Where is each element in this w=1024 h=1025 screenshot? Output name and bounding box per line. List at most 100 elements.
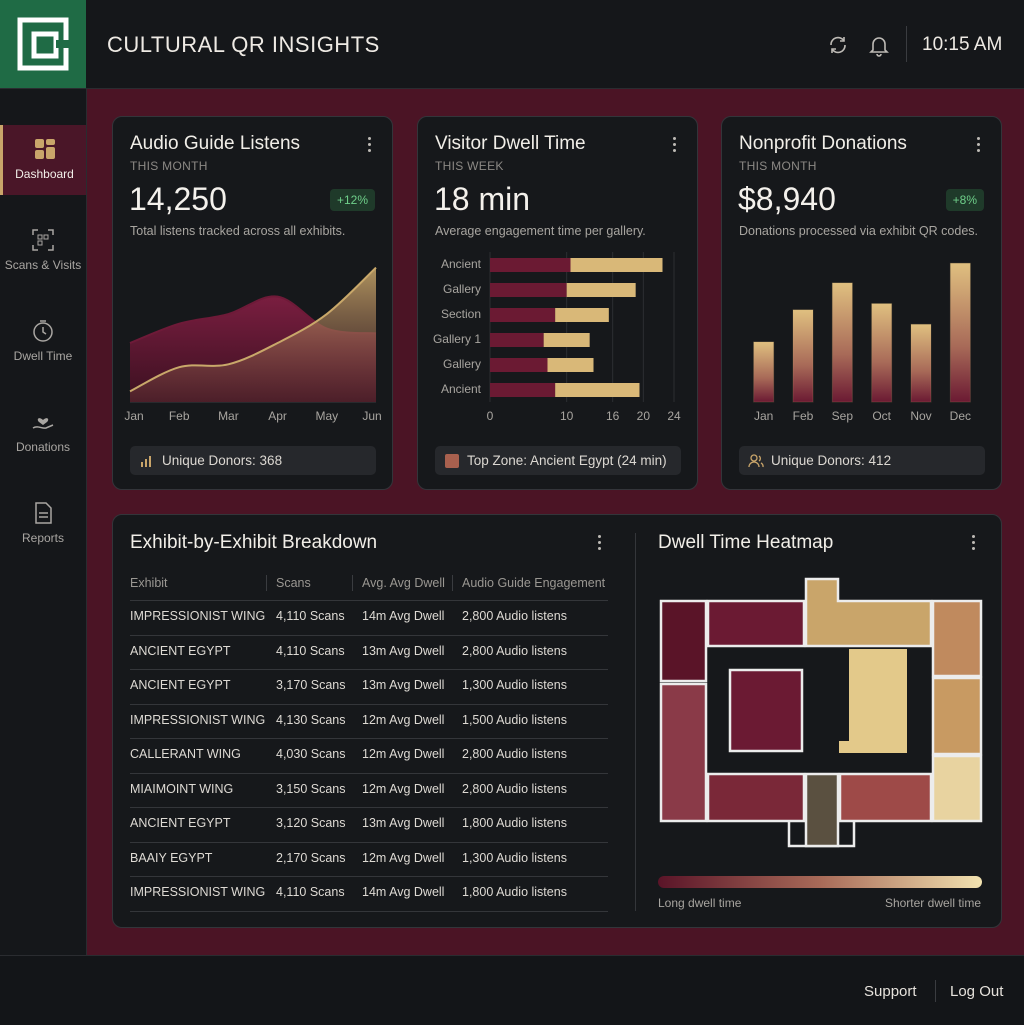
divider [906, 26, 907, 62]
kpi-card: Audio Guide Listens THIS MONTH 14,250 +1… [112, 116, 393, 490]
bar-segment [490, 283, 567, 297]
logo[interactable] [0, 0, 86, 88]
zone [659, 682, 708, 823]
nav-item[interactable]: Reports [0, 489, 86, 559]
table-cell: 2,800 Audio listens [462, 643, 567, 658]
table-cell: 1,300 Audio listens [462, 850, 567, 865]
change-badge: +12% [329, 189, 375, 211]
table-title: Exhibit-by-Exhibit Breakdown [130, 532, 378, 553]
table-cell: 12m Avg Dwell [362, 747, 445, 761]
table-cell: 4,030 Scans [276, 747, 346, 761]
bar-segment [555, 308, 609, 322]
footer-link[interactable]: Log Out [950, 983, 1004, 1000]
x-tick-label: Jan [754, 409, 773, 423]
change-badge: +8% [945, 189, 984, 211]
table-cell: IMPRESSIONIST WING [130, 609, 266, 623]
card-title: Audio Guide Listens [130, 133, 301, 154]
footer-pill: Unique Donors: 368 [130, 446, 376, 475]
table-cell: 3,150 Scans [276, 781, 346, 796]
row-divider [130, 634, 608, 636]
row-divider [130, 841, 608, 843]
refresh-icon[interactable] [826, 33, 850, 57]
nav-item[interactable]: Dwell Time [0, 307, 86, 377]
kpi-card: Visitor Dwell Time THIS WEEK 18 min Aver… [417, 116, 698, 490]
table-cell: 2,170 Scans [276, 850, 346, 865]
table-cell: 2,800 Audio listens [462, 781, 567, 796]
bell-icon[interactable] [867, 33, 891, 57]
table-cell: 2,800 Audio listens [462, 747, 567, 761]
kpi-card: Nonprofit Donations THIS MONTH $8,940 +8… [721, 116, 1002, 490]
x-tick-label: Jun [362, 409, 381, 423]
column-divider [452, 575, 453, 591]
bar-segment [490, 333, 544, 347]
row-divider [130, 703, 608, 705]
zone [728, 668, 804, 753]
menu-button[interactable] [673, 137, 677, 155]
x-tick-label: Apr [268, 409, 287, 423]
bar-segment [570, 258, 663, 272]
table-cell: BAAIY EGYPT [130, 850, 213, 865]
zone [804, 772, 840, 848]
column-header: Audio Guide Engagement [462, 576, 606, 590]
legend-low: Long dwell time [658, 896, 742, 910]
nav-item[interactable]: Scans & Visits [0, 216, 86, 286]
nav-icon [35, 502, 52, 524]
y-tick-label: Ancient [441, 257, 482, 271]
bar [831, 282, 853, 403]
app-title: CULTURAL QR INSIGHTS [107, 32, 380, 57]
zone [706, 599, 806, 648]
table-cell: ANCIENT EGYPT [130, 816, 231, 830]
bar-chart: 0 10 16 20 24 Ancient Gallery Section Gallery 1 G… [433, 252, 681, 423]
logo-icon [17, 17, 70, 71]
nav-item[interactable]: Dashboard [0, 125, 86, 195]
table-cell: 13m Avg Dwell [362, 643, 445, 658]
footer-text: Top Zone: Ancient Egypt (24 min) [467, 453, 667, 468]
card-description: Average engagement time per gallery. [435, 224, 646, 238]
x-tick-label: 0 [487, 409, 494, 423]
x-tick-label: Nov [910, 409, 931, 423]
zone [804, 577, 933, 648]
bar-chart: Jan Feb Sep Oct Nov Dec [753, 262, 971, 423]
kpi-value: $8,940 [738, 181, 836, 217]
x-tick-label: May [315, 409, 338, 423]
bar-segment [543, 333, 590, 347]
menu-button[interactable] [972, 535, 976, 553]
table-cell: 4,110 Scans [276, 609, 345, 623]
nav-label: Scans & Visits [4, 258, 82, 272]
x-tick-label: Feb [793, 409, 814, 423]
nav-label: Dashboard [15, 167, 74, 181]
divider [935, 980, 936, 1002]
nav-item[interactable]: Donations [0, 398, 86, 468]
table-cell: 1,800 Audio listens [462, 885, 567, 899]
menu-button[interactable] [368, 137, 372, 155]
card-description: Total listens tracked across all exhibit… [130, 224, 346, 238]
people-icon [748, 454, 764, 468]
table-cell: 12m Avg Dwell [362, 850, 445, 865]
y-tick-label: Gallery [443, 357, 481, 371]
card-title: Nonprofit Donations [739, 133, 907, 154]
heatmap-title: Dwell Time Heatmap [658, 532, 834, 553]
clock: 10:15 AM [922, 34, 1003, 55]
zone [839, 649, 907, 753]
footer-text: Unique Donors: 412 [771, 453, 892, 468]
menu-button[interactable] [977, 137, 981, 155]
x-tick-label: Mar [218, 409, 239, 423]
menu-button[interactable] [598, 535, 602, 553]
bar [910, 323, 932, 403]
y-tick-label: Section [441, 307, 481, 321]
table-cell: ANCIENT EGYPT [130, 643, 231, 658]
breakdown-card: Exhibit-by-Exhibit Breakdown Exhibit Scan… [112, 514, 1002, 928]
swatch-icon [445, 454, 459, 468]
bar [792, 309, 814, 403]
footer-pill: Unique Donors: 412 [739, 446, 985, 475]
column-header: Exhibit [130, 576, 168, 590]
x-tick-label: Oct [872, 409, 891, 423]
line [129, 266, 377, 393]
zone [659, 599, 708, 683]
footer-link[interactable]: Support [864, 983, 917, 1000]
table-cell: 1,800 Audio listens [462, 816, 567, 830]
kpi-value: 14,250 [129, 181, 227, 217]
bar-icon [141, 456, 151, 467]
column-divider [352, 575, 353, 591]
bar [753, 341, 775, 403]
